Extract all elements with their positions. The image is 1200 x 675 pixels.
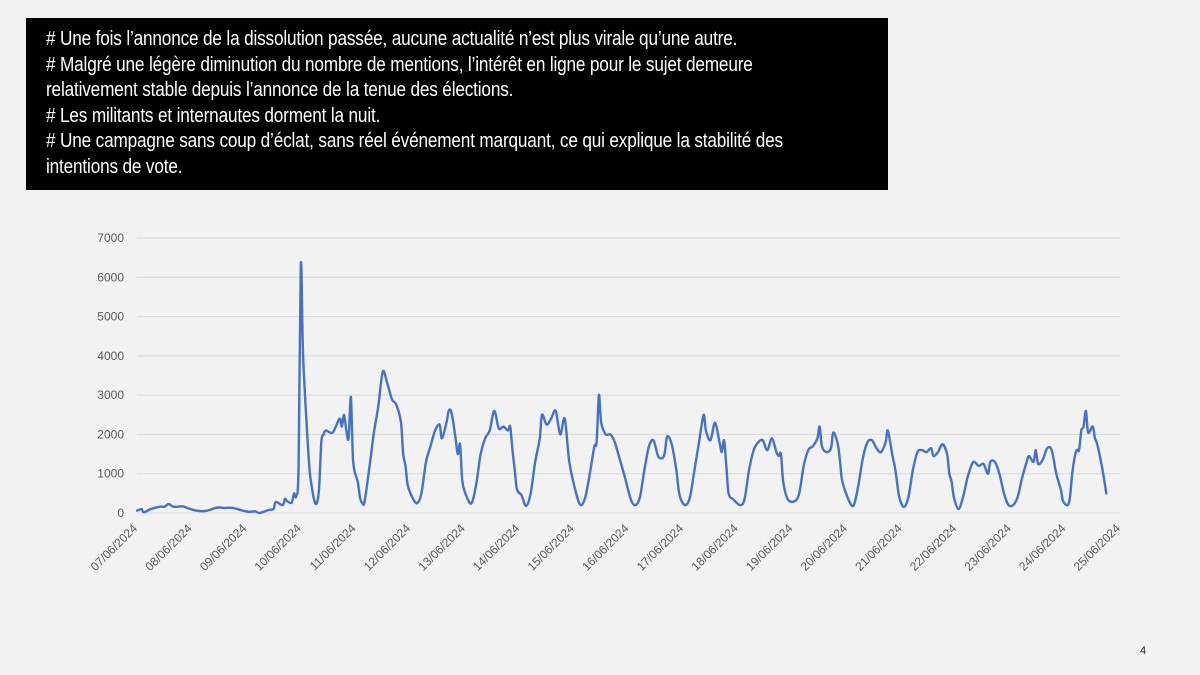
- y-tick-label: 3000: [97, 388, 124, 402]
- y-tick-label: 0: [117, 506, 124, 520]
- commentary-line: # Les militants et internautes dorment l…: [46, 104, 381, 127]
- gridlines: [137, 237, 1120, 514]
- x-tick-label: 09/06/2024: [197, 521, 250, 574]
- x-tick-label: 20/06/2024: [798, 521, 851, 574]
- x-tick-label: 23/06/2024: [962, 521, 1015, 574]
- commentary-line: intentions de vote.: [46, 155, 183, 178]
- x-tick-label: 18/06/2024: [688, 521, 741, 574]
- x-tick-label: 11/06/2024: [307, 521, 359, 573]
- page-number: 4: [1140, 645, 1147, 657]
- x-tick-label: 10/06/2024: [252, 521, 305, 574]
- commentary-box: # Une fois l’annonce de la dissolution p…: [26, 18, 888, 190]
- x-tick-label: 19/06/2024: [743, 521, 796, 574]
- y-tick-label: 5000: [97, 310, 124, 324]
- commentary-line: # Une fois l’annonce de la dissolution p…: [46, 28, 738, 50]
- x-tick-label: 12/06/2024: [361, 521, 414, 574]
- x-tick-label: 13/06/2024: [415, 521, 468, 574]
- y-tick-label: 1000: [97, 467, 124, 481]
- y-tick-label: 6000: [97, 270, 124, 284]
- commentary-line: # Malgré une légère diminution du nombre…: [46, 53, 753, 76]
- x-tick-label: 25/06/2024: [1071, 521, 1124, 574]
- x-tick-label: 07/06/2024: [88, 521, 141, 574]
- x-tick-label: 24/06/2024: [1016, 521, 1069, 574]
- x-tick-label: 14/06/2024: [470, 521, 523, 574]
- x-axis-ticks: 07/06/2024 08/06/2024 09/06/2024 10/06/2024…: [88, 521, 1124, 574]
- x-tick-label: 15/06/2024: [525, 521, 578, 574]
- y-tick-label: 4000: [97, 349, 124, 363]
- x-tick-label: 16/06/2024: [579, 521, 632, 574]
- y-tick-label: 7000: [97, 231, 124, 245]
- commentary-line: # Une campagne sans coup d’éclat, sans r…: [46, 130, 783, 152]
- x-tick-label: 17/06/2024: [634, 521, 687, 574]
- y-axis-ticks: 0 1000 2000 3000 4000 5000 6000 7000: [97, 231, 124, 520]
- y-tick-label: 2000: [97, 427, 124, 441]
- x-tick-label: 08/06/2024: [142, 521, 195, 574]
- mentions-series-line: [135, 261, 1108, 515]
- commentary-line: relativement stable depuis l’annonce de …: [46, 79, 514, 101]
- series-layer: [135, 261, 1108, 515]
- x-tick-label: 22/06/2024: [907, 521, 960, 574]
- x-tick-label: 21/06/2024: [852, 521, 905, 574]
